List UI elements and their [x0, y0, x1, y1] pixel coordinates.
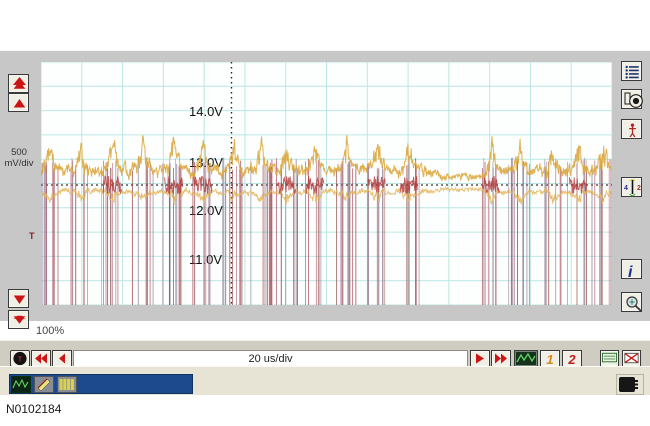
- svg-text:4: 4: [624, 185, 628, 192]
- svg-text:2: 2: [637, 185, 641, 192]
- svg-text:i: i: [628, 264, 633, 280]
- svg-text:T: T: [18, 356, 23, 363]
